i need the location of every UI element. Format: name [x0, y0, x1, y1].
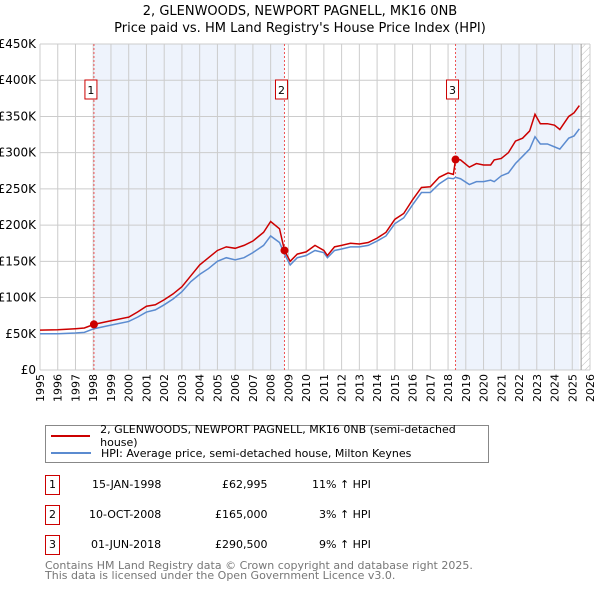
x-tick-label: 1996 — [52, 374, 65, 402]
legend: 2, GLENWOODS, NEWPORT PAGNELL, MK16 0NB … — [45, 423, 489, 463]
x-tick-label: 2000 — [123, 374, 136, 402]
sale-marker-box — [84, 79, 98, 100]
y-tick-label: £100K — [0, 291, 37, 305]
x-tick-label: 1999 — [105, 374, 118, 402]
shaded-period — [455, 44, 580, 370]
y-tick-label: £250K — [0, 182, 37, 196]
x-tick-label: 2002 — [158, 374, 171, 402]
x-tick-label: 2022 — [513, 374, 526, 402]
x-tick-label: 2026 — [584, 374, 597, 402]
transaction-hpi: 9% ↑ HPI — [319, 538, 371, 551]
x-tick-label: 2023 — [531, 374, 544, 402]
sale-point — [451, 155, 460, 164]
forecast-hatch — [581, 44, 590, 370]
x-tick-label: 2011 — [318, 374, 331, 402]
y-tick-label: £0 — [21, 363, 36, 377]
x-tick-label: 2004 — [194, 374, 207, 402]
y-tick-label: £450K — [0, 37, 37, 51]
marker-badge: 3 — [45, 535, 60, 555]
transaction-price: £290,500 — [215, 538, 268, 551]
footer: Contains HM Land Registry data © Crown c… — [45, 559, 473, 582]
transaction-row: 3 01-JUN-2018 £290,500 9% ↑ HPI — [45, 535, 445, 555]
legend-item-property: 2, GLENWOODS, NEWPORT PAGNELL, MK16 0NB … — [51, 423, 488, 449]
x-tick-label: 2024 — [549, 374, 562, 402]
series-line — [39, 105, 580, 331]
x-tick-label: 1995 — [34, 374, 47, 402]
x-tick-label: 2018 — [442, 374, 455, 402]
sale-point — [280, 246, 289, 255]
x-tick-label: 2008 — [265, 374, 278, 402]
y-tick-label: £300K — [0, 146, 37, 160]
transaction-hpi: 11% ↑ HPI — [312, 478, 371, 491]
transaction-date: 10-OCT-2008 — [89, 508, 162, 521]
series-line — [40, 128, 580, 335]
x-tick-label: 2012 — [336, 374, 349, 402]
legend-label: HPI: Average price, semi-detached house,… — [101, 446, 412, 460]
y-tick-label: £400K — [0, 73, 37, 87]
sale-marker-label: 1 — [87, 84, 94, 97]
x-tick-label: 2021 — [495, 374, 508, 402]
shaded-period — [93, 44, 285, 370]
legend-label: 2, GLENWOODS, NEWPORT PAGNELL, MK16 0NB … — [100, 423, 456, 449]
transaction-row: 1 15-JAN-1998 £62,995 11% ↑ HPI — [45, 475, 445, 495]
sale-marker-label: 3 — [449, 84, 456, 97]
x-tick-label: 2006 — [229, 374, 242, 402]
x-tick-label: 2014 — [371, 374, 384, 402]
x-tick-label: 2020 — [478, 374, 491, 402]
marker-badge: 2 — [45, 505, 60, 525]
red-line-swatch — [51, 435, 91, 437]
x-tick-label: 2015 — [389, 374, 402, 402]
transaction-price: £62,995 — [222, 478, 268, 491]
x-tick-label: 1997 — [69, 374, 82, 402]
transaction-date: 01-JUN-2018 — [91, 538, 162, 551]
transaction-price: £165,000 — [215, 508, 268, 521]
y-tick-label: £50K — [5, 327, 37, 341]
chart-title: 2, GLENWOODS, NEWPORT PAGNELL, MK16 0NB — [142, 4, 458, 19]
x-tick-label: 2007 — [247, 374, 260, 402]
sale-marker-box — [274, 79, 288, 100]
footer-line: Contains HM Land Registry data © Crown c… — [45, 559, 473, 572]
x-tick-label: 2016 — [407, 374, 420, 402]
y-tick-label: £350K — [0, 109, 37, 123]
blue-line-swatch — [51, 452, 91, 454]
sale-marker-label: 2 — [278, 84, 285, 97]
sale-marker-box — [446, 79, 460, 100]
y-tick-label: £150K — [0, 254, 37, 268]
transaction-row: 2 10-OCT-2008 £165,000 3% ↑ HPI — [45, 505, 445, 525]
price-chart: 1995 1996 1997 1998 1999 2000 2001 2002 2003 2004… — [0, 37, 597, 402]
footer-line: This data is licensed under the Open Gov… — [45, 569, 396, 582]
x-tick-label: 2009 — [282, 374, 295, 402]
x-tick-label: 1998 — [87, 374, 100, 402]
transaction-hpi: 3% ↑ HPI — [319, 508, 371, 521]
legend-item-hpi: HPI: Average price, semi-detached house,… — [51, 446, 411, 460]
transaction-date: 15-JAN-1998 — [92, 478, 162, 491]
sale-point — [89, 320, 98, 329]
x-tick-label: 2025 — [566, 374, 579, 402]
x-tick-label: 2019 — [460, 374, 473, 402]
x-tick-label: 2017 — [424, 374, 437, 402]
x-tick-label: 2001 — [140, 374, 153, 402]
x-tick-label: 2010 — [300, 374, 313, 402]
x-tick-label: 2005 — [211, 374, 224, 402]
y-tick-label: £200K — [0, 218, 37, 232]
marker-badge: 1 — [45, 475, 60, 495]
x-tick-label: 2003 — [176, 374, 189, 402]
x-tick-label: 2013 — [353, 374, 366, 402]
chart-subtitle: Price paid vs. HM Land Registry's House … — [114, 21, 486, 36]
